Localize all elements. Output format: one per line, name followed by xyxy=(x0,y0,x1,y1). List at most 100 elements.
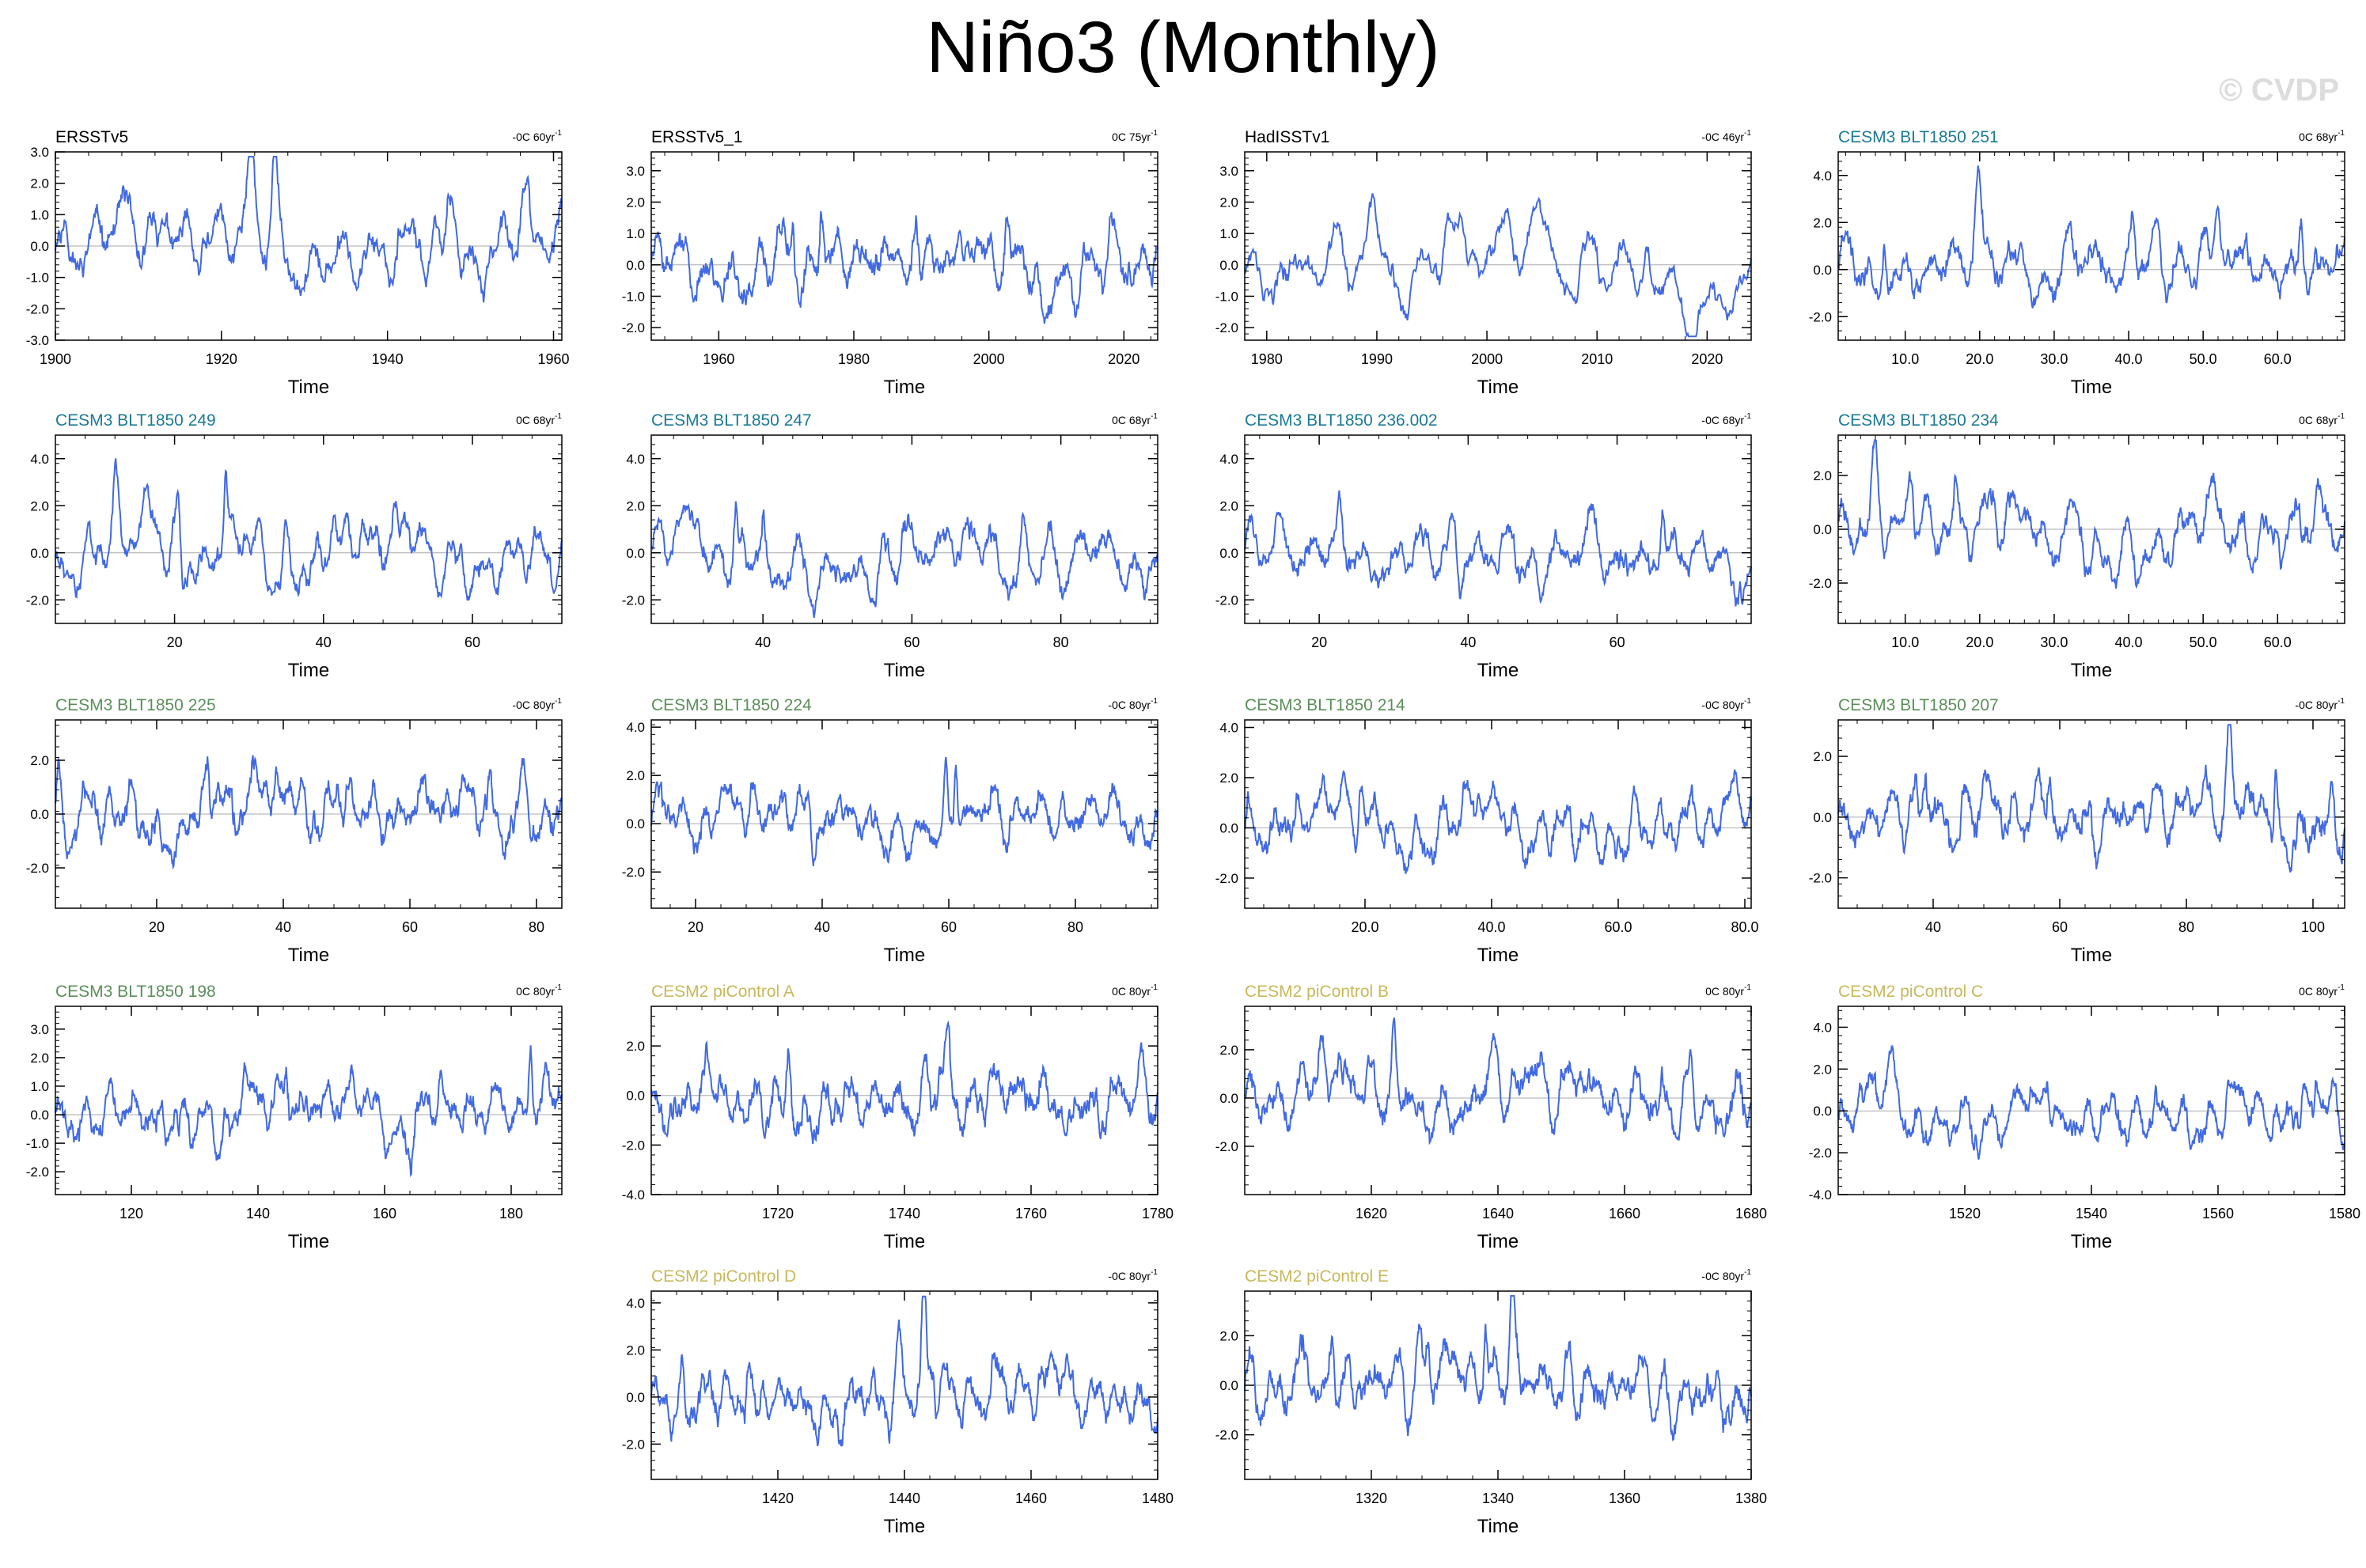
x-tick-label: 1960 xyxy=(703,351,734,367)
panel-11: CESM3 BLT1850 214 -0C 80yr-1 -2.0 0.0 2.0 4.0… xyxy=(1215,696,1759,966)
panel-5: CESM3 BLT1850 249 0C 68yr-1 -2.0 0.0 2.0 4.0 2… xyxy=(26,411,563,681)
trend-exponent: -1 xyxy=(1744,1268,1751,1277)
y-tick-label: -2.0 xyxy=(622,593,645,608)
series-line xyxy=(650,210,1158,324)
panel-10: CESM3 BLT1850 224 -0C 80yr-1 -2.0 0.0 2.0 4.0… xyxy=(622,696,1158,966)
panel-title: CESM3 BLT1850 234 xyxy=(1838,411,1999,430)
trend-exponent: -1 xyxy=(555,697,562,706)
x-tick-label: 1660 xyxy=(1609,1206,1640,1221)
trend-label: -0C 60yr-1 xyxy=(512,129,562,143)
plot-frame xyxy=(1244,719,1752,909)
x-tick-label: 1620 xyxy=(1356,1206,1387,1221)
y-tick-label: -4.0 xyxy=(1809,1187,1832,1203)
x-tick-label: 60 xyxy=(941,919,957,935)
y-tick-label: 2.0 xyxy=(1219,195,1238,210)
y-tick-label: 0.0 xyxy=(626,816,645,831)
y-tick-label: -3.0 xyxy=(26,333,49,348)
x-tick-label: 40 xyxy=(275,919,291,935)
x-tick-label: 1980 xyxy=(1251,351,1283,367)
x-tick-label: 40 xyxy=(316,634,332,650)
x-tick-label: 1740 xyxy=(889,1206,920,1221)
x-tick-label: 1380 xyxy=(1735,1490,1767,1506)
plot-frame xyxy=(1837,151,2345,341)
y-tick-label: -2.0 xyxy=(622,1437,645,1452)
x-tick-label: 1680 xyxy=(1735,1206,1767,1221)
y-tick-label: 4.0 xyxy=(626,452,645,467)
panel-title: CESM3 BLT1850 214 xyxy=(1245,696,1405,714)
series-line xyxy=(1244,193,1752,338)
y-tick-label: -4.0 xyxy=(622,1187,645,1203)
trend-exponent: -1 xyxy=(2338,129,2345,138)
x-tick-label: 50.0 xyxy=(2190,351,2217,367)
panel-3: HadISSTv1 -0C 46yr-1 -2.0 -1.0 0.0 1.0 2.0 3.0 1… xyxy=(1215,128,1752,398)
x-tick-label: 60.0 xyxy=(2264,634,2292,650)
trend-label: -0C 80yr-1 xyxy=(1701,697,1751,711)
x-axis-label: Time xyxy=(1477,377,1519,398)
x-axis-label: Time xyxy=(884,1516,925,1537)
y-tick-label: 0.0 xyxy=(30,546,49,561)
y-tick-label: 2.0 xyxy=(1813,468,1832,483)
x-tick-label: 30.0 xyxy=(2040,351,2068,367)
y-tick-label: 4.0 xyxy=(1813,1020,1832,1035)
x-axis-label: Time xyxy=(1477,660,1519,681)
trend-label: -0C 46yr-1 xyxy=(1701,129,1751,143)
x-tick-label: 2020 xyxy=(1691,351,1723,367)
series-line xyxy=(1837,724,2345,873)
x-tick-label: 140 xyxy=(246,1206,270,1221)
y-tick-label: 0.0 xyxy=(1219,546,1238,561)
trend-label: -0C 68yr-1 xyxy=(1701,412,1751,426)
y-tick-label: 0.0 xyxy=(1219,1091,1238,1106)
x-tick-label: 40.0 xyxy=(2115,351,2143,367)
panel-title: CESM3 BLT1850 225 xyxy=(55,696,216,714)
panel-title: ERSSTv5 xyxy=(55,128,128,146)
series-line xyxy=(55,1045,563,1178)
y-tick-label: -2.0 xyxy=(1215,1428,1238,1443)
plot-frame xyxy=(1244,1006,1752,1195)
x-tick-label: 80.0 xyxy=(1731,919,1758,935)
plot-frame xyxy=(1837,1006,2345,1195)
y-tick-label: 2.0 xyxy=(30,176,49,191)
panel-title: CESM2 piControl A xyxy=(651,983,794,1001)
x-tick-label: 1940 xyxy=(372,351,404,367)
plot-frame xyxy=(55,434,563,624)
y-tick-label: -2.0 xyxy=(622,320,645,335)
x-tick-label: 40.0 xyxy=(1477,919,1505,935)
y-tick-label: 2.0 xyxy=(626,768,645,783)
y-tick-label: -2.0 xyxy=(26,861,49,876)
x-tick-label: 10.0 xyxy=(1891,634,1919,650)
trend-exponent: -1 xyxy=(1151,983,1158,992)
panel-title: CESM2 piControl C xyxy=(1838,983,1983,1001)
panel-15: CESM2 piControl B 0C 80yr-1 -2.0 0.0 2.0 1620… xyxy=(1215,983,1767,1252)
x-axis-label: Time xyxy=(288,945,329,966)
y-tick-label: 2.0 xyxy=(1219,498,1238,513)
y-tick-label: 2.0 xyxy=(1813,749,1832,764)
y-tick-label: 4.0 xyxy=(1813,169,1832,184)
series-line xyxy=(1837,165,2345,309)
x-axis-label: Time xyxy=(288,377,329,398)
y-tick-label: 1.0 xyxy=(30,207,49,222)
y-tick-label: 0.0 xyxy=(30,807,49,822)
x-tick-label: 160 xyxy=(373,1206,396,1221)
y-tick-label: 4.0 xyxy=(626,1296,645,1311)
y-tick-label: 0.0 xyxy=(1813,1104,1832,1119)
x-tick-label: 60 xyxy=(1610,634,1625,650)
panel-title: CESM3 BLT1850 247 xyxy=(651,411,812,430)
x-tick-label: 80 xyxy=(2178,919,2194,935)
y-tick-label: -2.0 xyxy=(1809,576,1832,591)
x-tick-label: 1960 xyxy=(537,351,569,367)
series-line xyxy=(1244,769,1752,874)
trend-exponent: -1 xyxy=(1744,412,1751,421)
y-tick-label: 0.0 xyxy=(1813,522,1832,537)
x-tick-label: 1460 xyxy=(1015,1490,1047,1506)
y-tick-label: 0.0 xyxy=(1219,258,1238,273)
y-tick-label: -2.0 xyxy=(1215,593,1238,608)
series-line xyxy=(1244,1017,1752,1146)
series-line xyxy=(650,1295,1158,1448)
trend-exponent: -1 xyxy=(1151,697,1158,706)
trend-exponent: -1 xyxy=(2338,697,2345,706)
y-tick-label: 2.0 xyxy=(1219,1328,1238,1343)
trend-exponent: -1 xyxy=(1151,129,1158,138)
trend-label: 0C 68yr-1 xyxy=(1112,412,1158,426)
x-axis-label: Time xyxy=(2071,377,2112,398)
